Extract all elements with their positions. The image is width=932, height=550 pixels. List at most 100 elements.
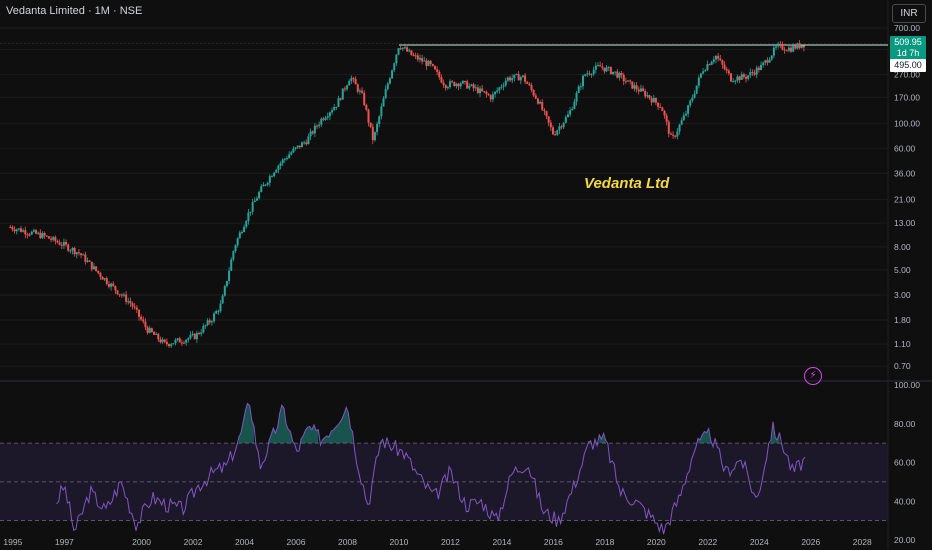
candle-body: [732, 81, 735, 83]
candle-body: [339, 98, 342, 100]
candle-body: [67, 244, 70, 251]
candle-body: [627, 80, 630, 82]
candle-body: [564, 117, 567, 123]
candle-body: [73, 248, 76, 255]
candle-body: [361, 90, 364, 93]
candle-body: [594, 65, 597, 70]
candle-body: [309, 131, 312, 137]
rsi-overbought-fill: [770, 421, 780, 444]
candle-body: [755, 67, 758, 75]
candle-body: [35, 230, 38, 234]
candle-body: [223, 286, 226, 296]
candle-body: [393, 63, 396, 71]
candle-body: [654, 97, 657, 103]
candle-body: [137, 309, 140, 317]
candle-body: [157, 333, 160, 340]
candle-body: [307, 136, 310, 145]
time-tick-label: 1997: [55, 537, 74, 547]
candle-body: [9, 227, 12, 229]
candle-body: [99, 272, 102, 277]
candle-body: [674, 135, 677, 137]
time-tick-label: 2004: [235, 537, 254, 547]
candle-body: [760, 65, 763, 71]
candle-body: [122, 294, 125, 296]
candle-body: [403, 47, 406, 49]
candle-body: [511, 77, 514, 81]
candle-body: [77, 252, 80, 254]
candle-body: [316, 125, 319, 127]
candle-body: [584, 74, 587, 76]
candle-body: [380, 106, 383, 117]
currency-button[interactable]: INR: [892, 4, 926, 23]
lightning-icon[interactable]: ⚡: [804, 367, 822, 385]
candle-body: [198, 333, 201, 335]
candle-body: [429, 60, 432, 64]
candle-body: [356, 84, 359, 92]
candle-body: [644, 90, 647, 97]
candle-body: [729, 73, 732, 82]
candle-body: [747, 75, 750, 79]
rsi-tick-label: 100.00: [894, 380, 920, 390]
time-tick-label: 2024: [750, 537, 769, 547]
candle-body: [554, 134, 557, 136]
candle-body: [526, 81, 529, 84]
candle-body: [547, 116, 550, 123]
candle-body: [65, 241, 68, 245]
candle-body: [524, 75, 527, 82]
candle-body: [230, 259, 233, 271]
candle-body: [255, 198, 258, 201]
candle-body: [738, 76, 741, 80]
candle-body: [333, 107, 336, 111]
candle-body: [667, 121, 670, 134]
candle-body: [800, 45, 803, 48]
candle-body: [802, 45, 805, 48]
candle-body: [206, 320, 209, 326]
candle-body: [727, 70, 730, 74]
candle-body: [343, 88, 346, 90]
candle-body: [118, 294, 121, 296]
candle-body: [50, 238, 53, 240]
candle-body: [363, 92, 366, 105]
candle-body: [178, 338, 181, 343]
candle-body: [189, 334, 192, 339]
candle-body: [451, 81, 454, 83]
time-tick-label: 2008: [338, 537, 357, 547]
candle-body: [534, 95, 537, 99]
candle-body: [592, 69, 595, 75]
candle-body: [723, 64, 726, 70]
candle-body: [481, 88, 484, 92]
candle-body: [62, 241, 65, 246]
candle-body: [236, 238, 239, 246]
candle-body: [496, 90, 499, 92]
candle-body: [208, 320, 211, 323]
candle-body: [796, 43, 799, 49]
candle-body: [277, 165, 280, 170]
price-tick-label: 170.00: [894, 92, 920, 102]
candle-body: [751, 72, 754, 74]
candle-body: [699, 73, 702, 78]
candle-body: [521, 75, 524, 77]
candle-body: [354, 79, 357, 85]
candle-body: [502, 85, 505, 87]
candle-body: [785, 50, 788, 52]
candle-body: [318, 124, 321, 126]
candle-body: [90, 261, 93, 270]
candle-body: [775, 46, 778, 48]
candle-body: [697, 77, 700, 86]
candle-body: [195, 333, 198, 340]
candle-body: [622, 75, 625, 82]
candle-body: [146, 327, 149, 333]
candle-body: [577, 86, 580, 93]
candle-body: [536, 98, 539, 104]
candle-body: [687, 105, 690, 114]
candle-body: [416, 55, 419, 60]
time-tick-label: 2014: [492, 537, 511, 547]
candle-body: [742, 74, 745, 77]
candle-body: [180, 342, 183, 344]
candle-body: [294, 147, 297, 149]
candle-body: [54, 237, 57, 242]
candle-body: [112, 283, 115, 286]
candle-body: [408, 50, 411, 52]
candle-body: [266, 182, 269, 185]
candle-body: [571, 108, 574, 111]
